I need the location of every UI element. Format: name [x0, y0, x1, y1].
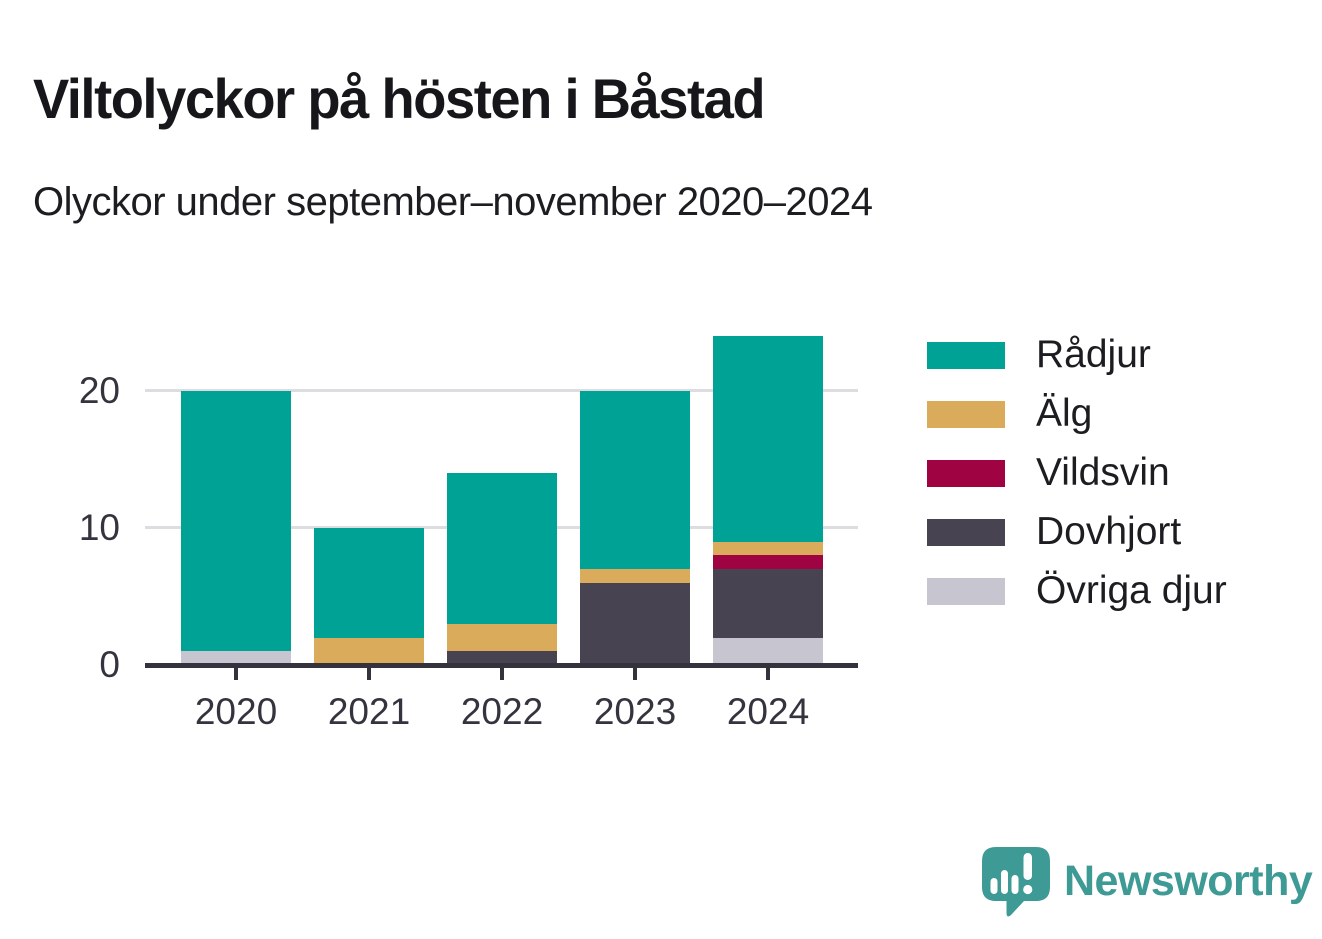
x-tick-2020: [234, 666, 238, 680]
legend-row-dovhjort: Dovhjort: [927, 510, 1181, 554]
y-tick-label-10: 10: [78, 506, 120, 548]
legend-label: Övriga djur: [1036, 569, 1227, 612]
legend-row-älg: Älg: [927, 392, 1092, 436]
y-tick-label-0: 0: [99, 644, 120, 685]
bar-segment-dovhjort-2024: [713, 568, 823, 638]
bar-segment-rådjur-2022: [447, 472, 557, 624]
bar-segment-övriga-djur-2020: [181, 651, 291, 665]
newsworthy-logo-icon: [982, 847, 1050, 917]
bar-segment-älg-2024: [713, 541, 823, 556]
x-tick-label-2023: 2023: [593, 691, 677, 732]
bar-segment-älg-2021: [314, 637, 424, 665]
legend-swatch: [927, 577, 1005, 605]
x-axis-line: [145, 663, 858, 668]
bar-segment-älg-2023: [580, 568, 690, 583]
legend-swatch: [927, 341, 1005, 369]
x-tick-label-2021: 2021: [327, 691, 411, 732]
legend-label: Älg: [1036, 392, 1093, 435]
x-tick-2024: [766, 666, 770, 680]
legend-label: Vildsvin: [1036, 451, 1170, 494]
bar-segment-vildsvin-2024: [713, 555, 823, 569]
legend-swatch: [927, 400, 1005, 428]
legend-row-vildsvin: Vildsvin: [927, 451, 1170, 495]
bar-segment-rådjur-2024: [713, 335, 823, 542]
x-tick-label-2020: 2020: [194, 691, 278, 732]
y-tick-label-20: 20: [78, 369, 120, 411]
legend-row-övriga-djur: Övriga djur: [927, 569, 1227, 613]
chart-subtitle: Olyckor under september–november 2020–20…: [33, 180, 873, 224]
bar-segment-rådjur-2021: [314, 527, 424, 638]
newsworthy-logo: Newsworthy: [980, 845, 1313, 917]
chart-title: Viltolyckor på hösten i Båstad: [33, 66, 766, 130]
legend-label: Dovhjort: [1036, 510, 1182, 553]
legend-swatch: [927, 518, 1005, 546]
x-tick-2022: [500, 666, 504, 680]
newsworthy-logo-text: Newsworthy: [1064, 856, 1313, 905]
bar-segment-övriga-djur-2024: [713, 637, 823, 665]
legend-swatch: [927, 459, 1005, 487]
legend-row-rådjur: Rådjur: [927, 333, 1151, 377]
bar-segment-dovhjort-2023: [580, 582, 690, 665]
x-tick-2023: [633, 666, 637, 680]
bar-segment-älg-2022: [447, 623, 557, 652]
x-tick-2021: [367, 666, 371, 680]
x-tick-label-2022: 2022: [460, 691, 544, 732]
gridline-20: [145, 389, 858, 393]
bar-segment-rådjur-2020: [181, 390, 291, 652]
x-tick-label-2024: 2024: [726, 691, 810, 732]
bar-segment-dovhjort-2022: [447, 651, 557, 665]
legend-label: Rådjur: [1036, 333, 1151, 376]
bar-segment-rådjur-2023: [580, 390, 690, 569]
